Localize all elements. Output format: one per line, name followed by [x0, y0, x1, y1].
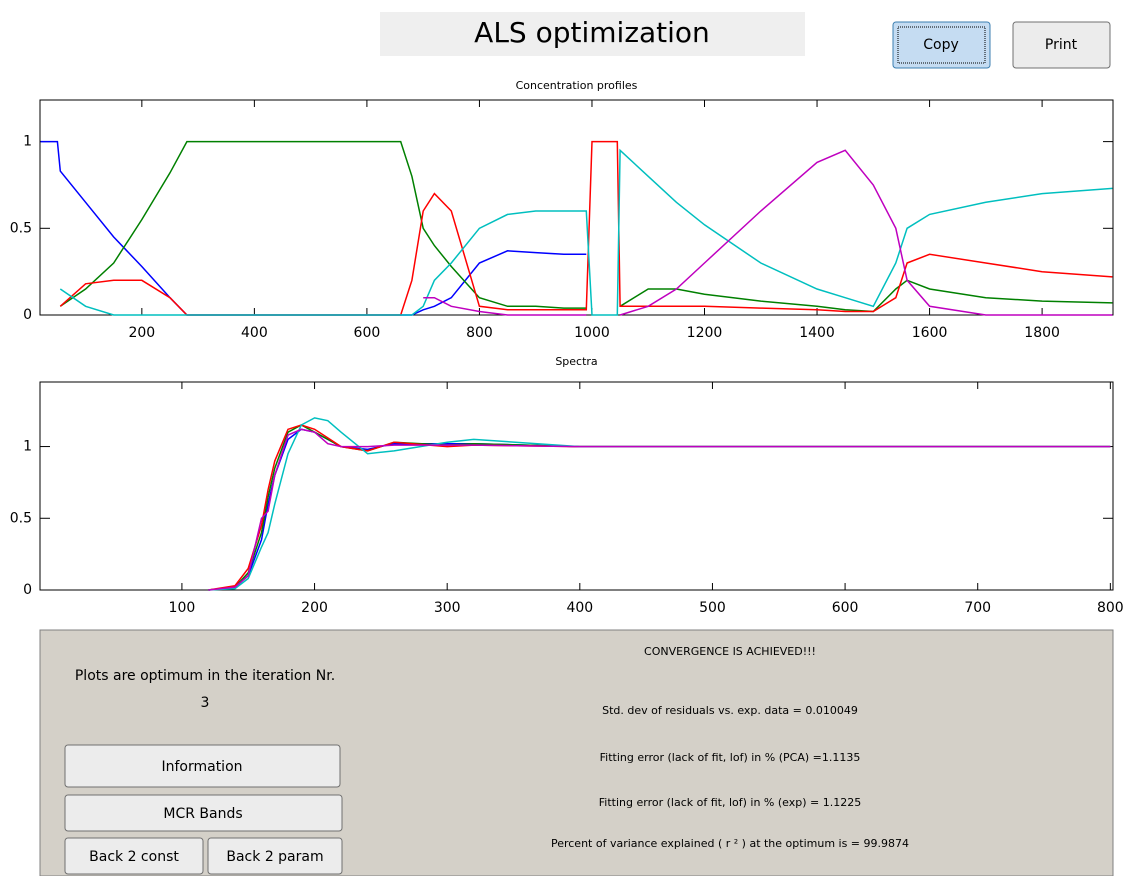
title-box	[380, 12, 805, 56]
stat-text: Fitting error (lack of fit, lof) in % (P…	[600, 751, 861, 764]
button-label: Back 2 const	[89, 849, 179, 865]
x-tick-label: 200	[301, 600, 328, 616]
button-label: MCR Bands	[163, 806, 242, 822]
button-label: Information	[161, 759, 242, 775]
stat-text: Std. dev of residuals vs. exp. data = 0.…	[602, 704, 858, 717]
y-tick-label: 0.5	[10, 510, 32, 526]
x-tick-label: 400	[241, 325, 268, 341]
x-tick-label: 1600	[912, 325, 948, 341]
print-button[interactable]	[1012, 21, 1111, 69]
x-tick-label: 300	[434, 600, 461, 616]
x-tick-label: 600	[354, 325, 381, 341]
y-tick-label: 0	[23, 307, 32, 323]
series-line	[208, 417, 1111, 591]
series-line	[59, 148, 1113, 316]
x-axis-label: Spectra	[555, 355, 597, 368]
x-tick-label: 200	[128, 325, 155, 341]
iteration-text: Plots are optimum in the iteration Nr.	[75, 668, 335, 684]
series-line	[208, 428, 1111, 591]
series-line	[208, 424, 1111, 591]
information-button[interactable]	[64, 744, 341, 788]
stat-text: Fitting error (lack of fit, lof) in % (e…	[599, 796, 861, 809]
x-tick-label: 800	[1097, 600, 1124, 616]
x-tick-label: 1200	[687, 325, 723, 341]
x-tick-label: 100	[169, 600, 196, 616]
button-label: Back 2 param	[226, 849, 323, 865]
y-tick-label: 0.5	[10, 220, 32, 236]
y-tick-label: 0	[23, 582, 32, 598]
status-text: CONVERGENCE IS ACHIEVED!!!	[644, 645, 816, 658]
button-label: Print	[1045, 37, 1078, 53]
plot-area	[39, 99, 1114, 316]
status-panel	[39, 629, 1114, 876]
series-line	[423, 149, 1113, 316]
button-label: Copy	[923, 37, 959, 53]
series-line	[59, 140, 1113, 313]
x-tick-label: 800	[466, 325, 493, 341]
back-const-button[interactable]	[64, 837, 204, 875]
x-tick-label: 400	[566, 600, 593, 616]
x-tick-label: 1400	[799, 325, 835, 341]
x-tick-label: 1000	[574, 325, 610, 341]
x-tick-label: 500	[699, 600, 726, 616]
x-tick-label: 700	[964, 600, 991, 616]
chart-title: Concentration profiles	[516, 79, 638, 92]
x-tick-label: 1800	[1024, 325, 1060, 341]
plot-area	[39, 381, 1114, 591]
copy-button[interactable]	[892, 21, 991, 69]
back-param-button[interactable]	[207, 837, 343, 875]
focus-ring	[897, 26, 986, 64]
mcr-bands-button[interactable]	[64, 794, 343, 832]
y-tick-label: 1	[23, 134, 32, 150]
y-tick-label: 1	[23, 439, 32, 455]
stat-text: Percent of variance explained ( r ² ) at…	[551, 837, 909, 850]
iteration-number: 3	[201, 695, 210, 711]
page-title: ALS optimization	[474, 16, 710, 49]
x-tick-label: 600	[832, 600, 859, 616]
